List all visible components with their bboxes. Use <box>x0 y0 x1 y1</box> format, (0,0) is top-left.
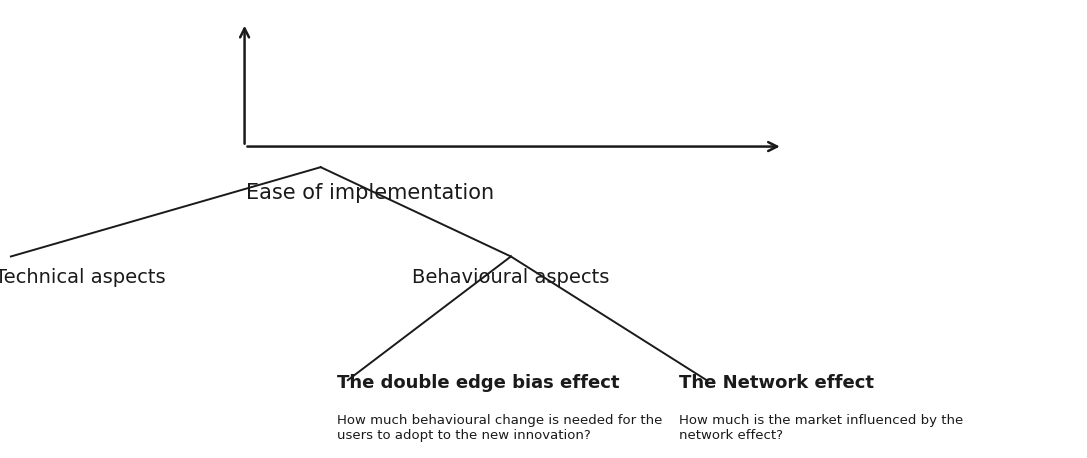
Text: Technical aspects: Technical aspects <box>0 268 165 287</box>
Text: Behavioural aspects: Behavioural aspects <box>412 268 610 287</box>
Text: The double edge bias effect: The double edge bias effect <box>337 374 620 392</box>
Text: The Network effect: The Network effect <box>679 374 874 392</box>
Text: Ease of implementation: Ease of implementation <box>246 183 493 203</box>
Text: How much is the market influenced by the
network effect?: How much is the market influenced by the… <box>679 414 963 442</box>
Text: How much behavioural change is needed for the
users to adopt to the new innovati: How much behavioural change is needed fo… <box>337 414 662 442</box>
